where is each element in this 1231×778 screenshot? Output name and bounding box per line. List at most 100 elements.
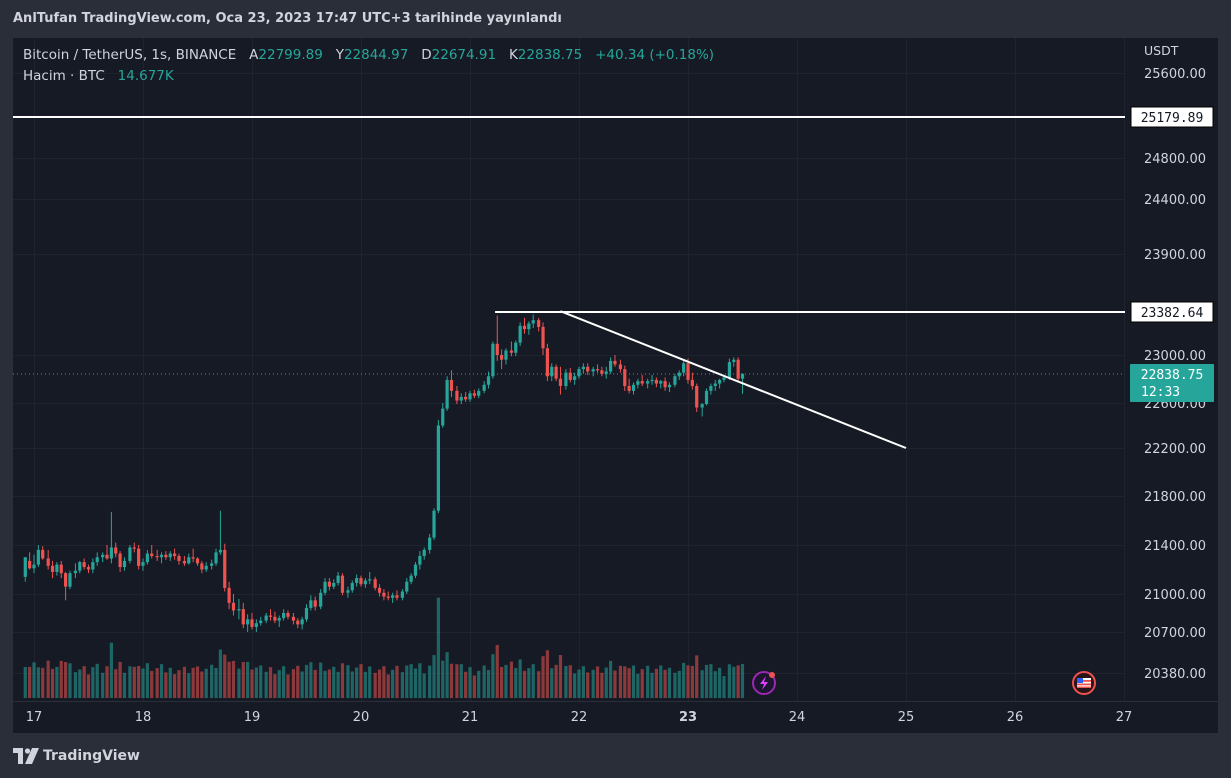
- volume-bar: [613, 670, 617, 698]
- volume-bar: [686, 665, 690, 698]
- candle-body: [727, 362, 732, 378]
- candle-body: [50, 565, 55, 572]
- time-axis-tick: 20: [353, 710, 370, 725]
- candle-body: [646, 381, 650, 384]
- candle-body: [164, 554, 168, 558]
- volume-bar: [177, 670, 181, 698]
- volume-bar: [531, 664, 535, 698]
- time-axis-tick: 19: [244, 710, 261, 725]
- volume-bar: [332, 666, 336, 698]
- volume-bar: [436, 597, 440, 698]
- time-axis-tick: 18: [135, 710, 152, 725]
- volume-bar: [273, 674, 277, 698]
- candle-body: [591, 369, 595, 372]
- volume-bar: [432, 655, 436, 698]
- tradingview-brand[interactable]: TradingView: [43, 748, 140, 764]
- candle-body: [558, 378, 563, 386]
- candle-body: [373, 579, 377, 588]
- candle-body: [673, 376, 677, 385]
- volume-bar: [650, 672, 654, 698]
- volume-bar: [522, 670, 527, 698]
- candle-body: [23, 557, 27, 577]
- candle-body: [732, 359, 736, 363]
- volume-bar: [95, 663, 99, 698]
- volume-bar: [413, 668, 418, 698]
- change-value: +40.34 (+0.18%): [595, 47, 715, 63]
- candle-body: [313, 600, 317, 607]
- candle-body: [455, 390, 459, 401]
- volume-bar: [141, 668, 145, 698]
- volume-bar: [122, 672, 127, 698]
- volume-bar: [595, 666, 600, 698]
- volume-bar: [568, 665, 572, 698]
- candle-body: [690, 379, 694, 386]
- price-axis-tick: 24400.00: [1144, 193, 1206, 208]
- symbol-title[interactable]: Bitcoin / TetherUS, 1s, BINANCE: [23, 47, 237, 63]
- candle-body: [722, 377, 726, 380]
- candle-body: [445, 379, 449, 409]
- time-axis-tick: 25: [898, 710, 915, 725]
- candle-body: [137, 548, 141, 566]
- candle-body: [400, 591, 405, 598]
- volume-bar: [459, 664, 463, 698]
- candle-body: [586, 366, 590, 372]
- open-value: 22799.89: [258, 47, 323, 63]
- candle-body: [191, 557, 195, 559]
- volume-label[interactable]: Hacim · BTC: [23, 68, 105, 84]
- candle-body: [405, 581, 409, 592]
- volume-bar: [114, 669, 118, 698]
- candle-body: [704, 390, 709, 405]
- volume-bar: [168, 667, 172, 698]
- time-axis-tick: 24: [789, 710, 806, 725]
- high-label: Y: [335, 47, 344, 63]
- candle-body: [296, 620, 300, 625]
- volume-bar: [400, 672, 405, 698]
- volume-bar: [109, 642, 113, 698]
- volume-bar: [327, 669, 331, 698]
- candlestick-chart[interactable]: USDT 25600.00 24800.00 24400.00 23900.00 2300…: [13, 38, 1218, 733]
- volume-bar: [690, 665, 694, 698]
- volume-bar: [468, 667, 472, 698]
- volume-bar: [695, 655, 699, 698]
- candle-body: [128, 547, 132, 561]
- volume-bar: [736, 665, 740, 698]
- volume-bar: [627, 668, 631, 698]
- chart-area[interactable]: USDT 25600.00 24800.00 24400.00 23900.00 2300…: [13, 38, 1218, 733]
- candle-body: [346, 590, 350, 593]
- volume-bar: [59, 660, 63, 698]
- candle-body: [173, 553, 177, 557]
- candle-body: [695, 385, 699, 408]
- candle-body: [363, 580, 367, 585]
- volume-bar: [73, 672, 78, 698]
- candle-body: [500, 355, 504, 360]
- candle-body: [491, 343, 495, 377]
- volume-bar: [573, 673, 577, 698]
- volume-bar: [55, 666, 59, 698]
- candle-body: [522, 325, 527, 330]
- candle-body: [609, 360, 613, 372]
- candle-body: [663, 381, 667, 388]
- candle-body: [273, 616, 277, 621]
- volume-bar: [514, 667, 518, 698]
- candle-body: [677, 372, 681, 377]
- volume-bar: [145, 663, 149, 698]
- volume-bar: [455, 664, 459, 698]
- volume-bar: [200, 671, 204, 698]
- volume-bar: [445, 652, 449, 698]
- candle-body: [223, 549, 227, 588]
- volume-bar: [150, 670, 154, 698]
- candle-body: [182, 560, 187, 564]
- candle-body: [537, 320, 541, 327]
- volume-bar: [577, 669, 581, 698]
- volume-bar: [191, 667, 195, 698]
- volume-bar: [218, 649, 222, 698]
- time-axis-tick: 17: [26, 710, 43, 725]
- volume-bar: [600, 672, 604, 698]
- candle-body: [541, 326, 545, 349]
- volume-row: Hacim · BTC 14.677K: [23, 66, 714, 87]
- price-axis-tick: 21800.00: [1144, 490, 1206, 505]
- candle-body: [531, 320, 535, 324]
- volume-bar: [132, 666, 136, 698]
- trend-line[interactable]: [560, 310, 907, 449]
- candle-body: [613, 360, 617, 365]
